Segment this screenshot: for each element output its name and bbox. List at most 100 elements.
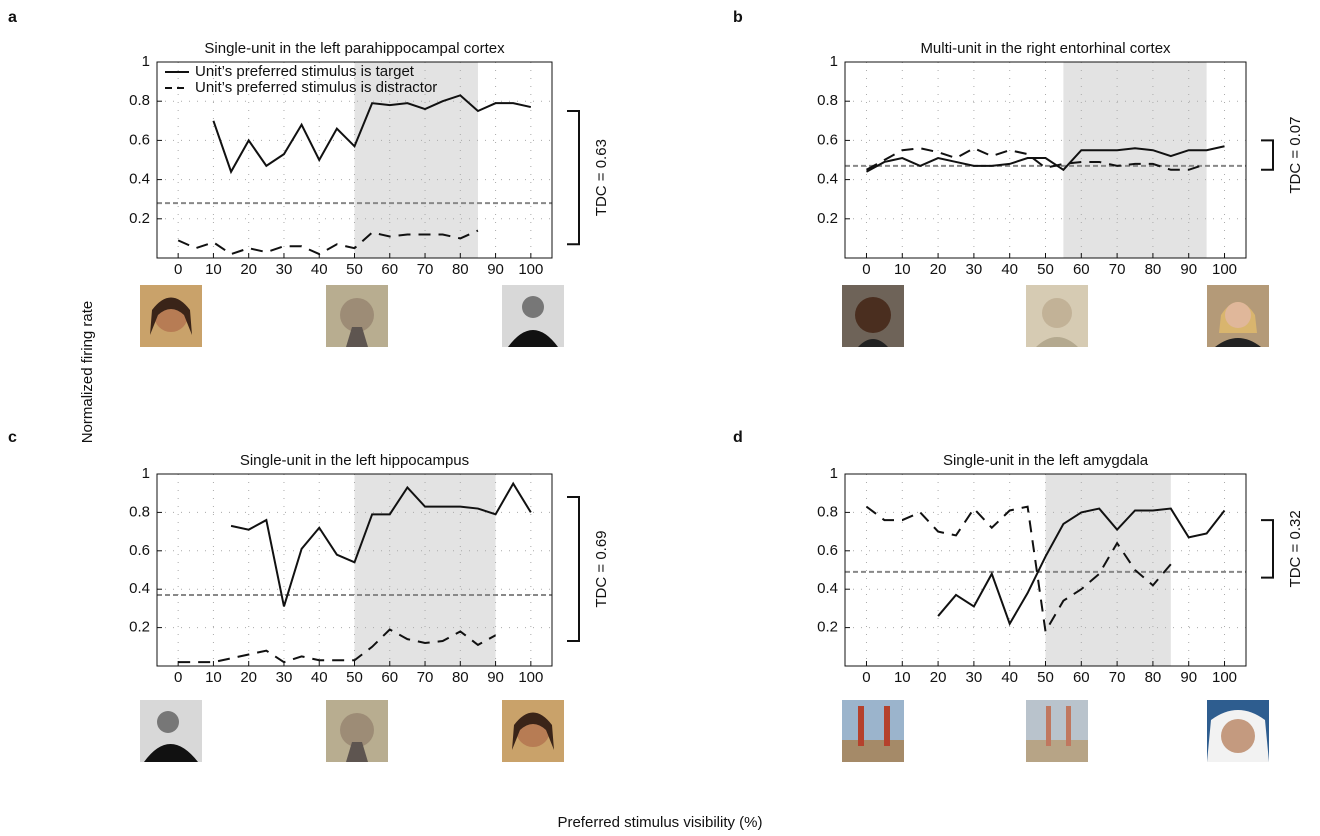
plot-frame: [156, 473, 553, 667]
x-tick-label: 10: [894, 261, 911, 278]
stimulus-images: [140, 285, 1269, 762]
y-tick-label: 1: [830, 465, 838, 482]
x-tick-label: 100: [1212, 261, 1237, 278]
x-tick-label: 90: [1180, 669, 1197, 686]
x-tick-label: 80: [1145, 669, 1162, 686]
tdc-bracket: [567, 110, 580, 246]
x-tick-label: 40: [311, 261, 328, 278]
x-tick-label: 50: [1037, 261, 1054, 278]
y-tick-label: 0.2: [817, 619, 838, 636]
panel: b Multi-unit in the right entorhinal cort…: [733, 9, 1304, 278]
plot-frame: [844, 61, 1247, 259]
plot-frame: [156, 61, 553, 259]
data-line: [937, 507, 1226, 627]
y-tick-label: 0.8: [129, 92, 150, 109]
y-tick-label: 0.8: [817, 503, 838, 520]
x-tick-label: 70: [417, 261, 434, 278]
panel-letter: a: [8, 9, 17, 26]
chart-title: Single-unit in the left parahippocampal …: [204, 40, 505, 57]
x-tick-label: 30: [276, 261, 293, 278]
tdc-annotation: TDC = 0.63: [593, 139, 610, 216]
x-tick-label: 10: [205, 261, 222, 278]
data-line: [230, 481, 532, 607]
data-line: [866, 147, 1207, 171]
x-tick-label: 80: [452, 669, 469, 686]
panel-letter: c: [8, 429, 17, 446]
x-tick-label: 60: [1073, 261, 1090, 278]
y-tick-label: 0.4: [129, 580, 150, 597]
x-tick-label: 80: [1145, 261, 1162, 278]
shaded-region: [354, 62, 478, 258]
x-tick-label: 50: [346, 261, 363, 278]
x-tick-label: 30: [966, 669, 983, 686]
x-tick-label: 0: [174, 669, 182, 686]
panel-letter: d: [733, 429, 743, 446]
y-tick-label: 1: [830, 53, 838, 70]
x-axis-label: Preferred stimulus visibility (%): [557, 814, 762, 831]
x-tick-label: 20: [240, 261, 257, 278]
tdc-annotation: TDC = 0.32: [1287, 510, 1304, 587]
x-tick-label: 40: [311, 669, 328, 686]
panel: d Single-unit in the left amygdala 0.2 0.4 0…: [733, 429, 1304, 686]
y-tick-label: 1: [142, 53, 150, 70]
y-tick-label: 0.4: [129, 171, 150, 188]
x-tick-label: 90: [487, 261, 504, 278]
tdc-bracket: [567, 496, 580, 643]
legend-label: Unit’s preferred stimulus is distractor: [195, 79, 437, 96]
panel-letter: b: [733, 9, 743, 26]
x-tick-label: 60: [381, 261, 398, 278]
data-line: [212, 94, 532, 175]
x-tick-label: 0: [862, 669, 870, 686]
y-tick-label: 0.6: [129, 131, 150, 148]
x-tick-label: 10: [894, 669, 911, 686]
data-line: [866, 145, 1225, 173]
x-tick-label: 100: [1212, 669, 1237, 686]
panel: a Single-unit in the left parahippocampal…: [8, 9, 610, 278]
x-tick-label: 90: [487, 669, 504, 686]
chart-title: Single-unit in the left hippocampus: [240, 452, 469, 469]
y-tick-label: 0.6: [817, 542, 838, 559]
x-tick-label: 100: [518, 669, 543, 686]
y-tick-label: 0.2: [817, 210, 838, 227]
x-tick-label: 30: [276, 669, 293, 686]
shaded-region: [1045, 474, 1171, 666]
x-tick-label: 60: [381, 669, 398, 686]
legend-label: Unit’s preferred stimulus is target: [195, 63, 415, 80]
y-tick-label: 0.4: [817, 171, 838, 188]
panel: c Single-unit in the left hippocampus 0.2 0…: [8, 429, 610, 686]
x-tick-label: 0: [174, 261, 182, 278]
x-tick-label: 70: [417, 669, 434, 686]
y-tick-label: 0.6: [817, 131, 838, 148]
y-axis-label: Normalized firing rate: [79, 301, 96, 444]
chart-title: Multi-unit in the right entorhinal corte…: [920, 40, 1171, 57]
x-tick-label: 70: [1109, 261, 1126, 278]
x-tick-label: 20: [930, 261, 947, 278]
tdc-bracket: [1261, 139, 1274, 171]
y-tick-label: 0.8: [817, 92, 838, 109]
x-tick-label: 30: [966, 261, 983, 278]
y-tick-label: 0.8: [129, 503, 150, 520]
x-tick-label: 70: [1109, 669, 1126, 686]
x-tick-label: 40: [1001, 261, 1018, 278]
y-tick-label: 0.2: [129, 210, 150, 227]
data-line: [178, 628, 497, 664]
plot-frame: [844, 473, 1247, 667]
x-tick-label: 60: [1073, 669, 1090, 686]
x-tick-label: 20: [240, 669, 257, 686]
x-tick-label: 90: [1180, 261, 1197, 278]
data-line: [177, 229, 479, 256]
x-tick-label: 10: [205, 669, 222, 686]
x-tick-label: 50: [346, 669, 363, 686]
tdc-bracket: [1261, 519, 1274, 579]
chart-title: Single-unit in the left amygdala: [943, 452, 1149, 469]
y-tick-label: 0.4: [817, 580, 838, 597]
tdc-annotation: TDC = 0.07: [1287, 117, 1304, 194]
x-tick-label: 80: [452, 261, 469, 278]
y-tick-label: 1: [142, 465, 150, 482]
x-tick-label: 100: [518, 261, 543, 278]
x-tick-label: 0: [862, 261, 870, 278]
x-tick-label: 20: [930, 669, 947, 686]
x-tick-label: 40: [1001, 669, 1018, 686]
tdc-annotation: TDC = 0.69: [593, 530, 610, 607]
